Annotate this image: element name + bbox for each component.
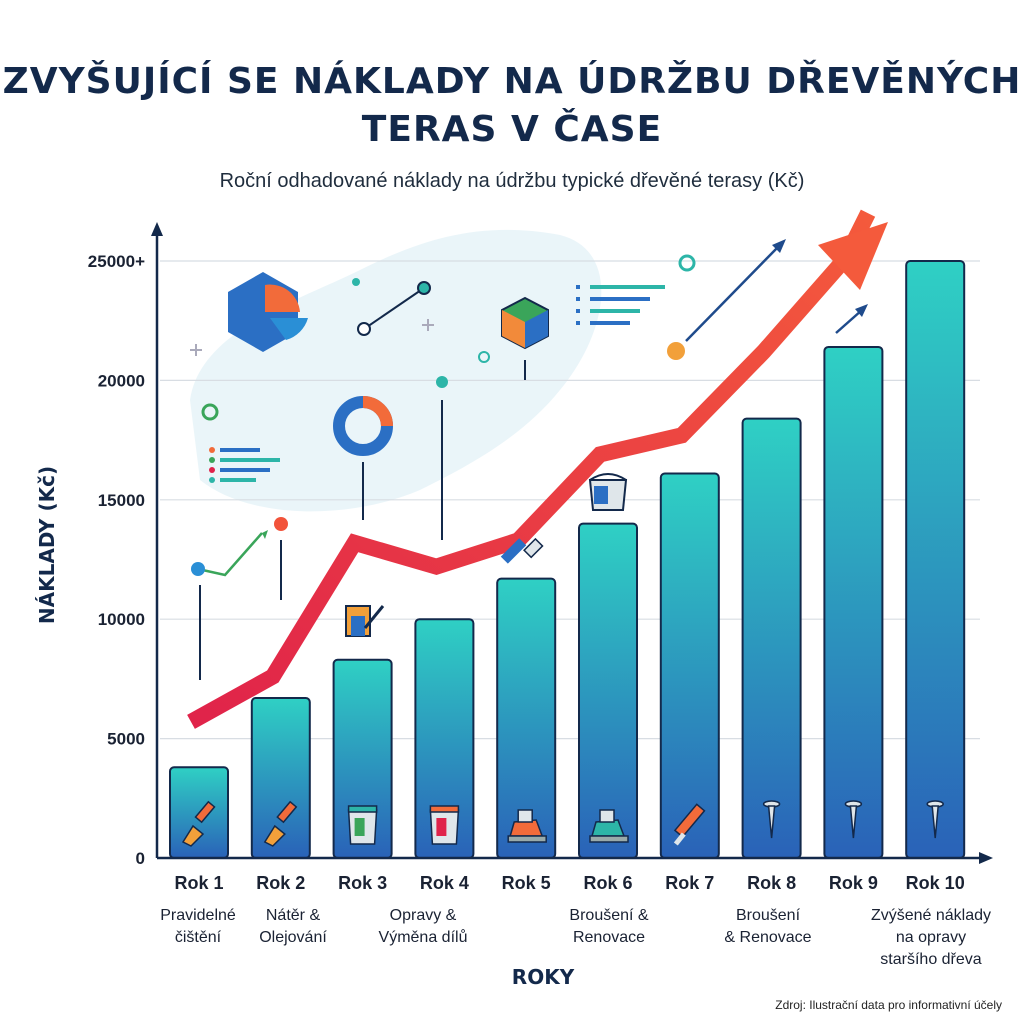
trend-line: [187, 209, 876, 729]
phase-annotation: Výměna dílů: [379, 928, 468, 946]
phase-annotation: Pravidelné: [160, 907, 236, 924]
y-tick-label: 25000+: [88, 252, 145, 271]
sander-icon: [589, 809, 629, 843]
screw-icon: [762, 800, 781, 839]
x-axis-label: ROKY: [512, 965, 575, 989]
cube-icon: [501, 296, 549, 380]
node-link-icon: [357, 281, 431, 336]
screw-icon: [926, 800, 944, 839]
axes: [151, 222, 993, 864]
phase-annotations: Pravidelné čištění Nátěr & Olejování Opravy …: [160, 907, 991, 968]
chart-subtitle: Roční odhadované náklady na údržbu typic…: [219, 170, 805, 192]
paint-can-icon: [429, 805, 460, 845]
x-tick-label: Rok 3: [338, 873, 387, 893]
phase-annotation: Broušení &: [569, 907, 648, 924]
phase-annotation: & Renovace: [724, 929, 811, 946]
caulk-gun-icon: [673, 803, 706, 846]
paint-roller-icon: [345, 605, 385, 637]
list-icon: [209, 447, 280, 483]
pie-chart-icon: [228, 272, 308, 352]
phase-annotation: Renovace: [573, 929, 645, 946]
x-tick-label: Rok 2: [256, 873, 305, 893]
trend-arrowhead: [818, 222, 888, 290]
trend-layer: [187, 209, 888, 729]
y-tick-label: 20000: [98, 371, 145, 390]
x-tick-label: Rok 7: [665, 873, 714, 893]
paint-bucket-icon: [588, 473, 628, 511]
bar: [578, 522, 638, 859]
chart-title: ZVYŠUJÍCÍ SE NÁKLADY NA ÚDRŽBU DŘEVĚNÝCH…: [2, 61, 1022, 150]
bar: [659, 472, 720, 859]
bar: [823, 345, 884, 859]
x-tick-label: Rok 5: [502, 873, 551, 893]
donut-chart-icon: [333, 396, 393, 520]
decorative-arrows: [667, 239, 868, 360]
phase-annotation: čištění: [175, 929, 222, 946]
x-tick-label: Rok 1: [174, 873, 223, 893]
x-tick-label: Rok 9: [829, 873, 878, 893]
caulk-gun-icon: [500, 537, 544, 564]
x-tick-label: Rok 4: [420, 873, 469, 893]
brush-icon: [181, 800, 216, 847]
phase-annotation: Olejování: [259, 929, 327, 946]
y-tick-labels: 0 5000 10000 15000 20000 25000+: [88, 252, 145, 868]
decorative-dots: [190, 254, 696, 540]
phase-annotation: na opravy: [896, 929, 966, 946]
x-axis-arrow: [979, 852, 993, 864]
mini-trend-icon: [191, 517, 288, 680]
bar: [741, 417, 802, 859]
source-note: Zdroj: Ilustrační data pro informativní …: [775, 998, 1002, 1012]
phase-annotation: Opravy &: [390, 907, 457, 924]
phase-annotation: Broušení: [736, 907, 801, 924]
list-lines-icon: [576, 285, 665, 325]
sander-icon: [507, 809, 547, 843]
background-blob: [190, 229, 602, 512]
x-tick-label: Rok 10: [906, 873, 965, 893]
phase-annotation: staršího dřeva: [880, 951, 981, 968]
y-axis-arrow: [151, 222, 163, 236]
bars: [169, 260, 966, 860]
x-tick-label: Rok 6: [583, 873, 632, 893]
y-tick-label: 5000: [107, 730, 145, 749]
x-tick-labels: Rok 1 Rok 2 Rok 3 Rok 4 Rok 5 Rok 6 Rok 7 Rok 8…: [174, 873, 964, 893]
y-axis-label: NÁKLADY (Kč): [35, 466, 59, 624]
paint-can-icon: [347, 805, 378, 845]
bar-icons: [181, 800, 944, 847]
phase-annotation: Zvýšené náklady: [871, 907, 991, 924]
x-tick-label: Rok 8: [747, 873, 796, 893]
brush-icon: [263, 800, 298, 847]
y-tick-label: 0: [136, 849, 145, 868]
y-tick-label: 10000: [98, 610, 145, 629]
y-tick-label: 15000: [98, 491, 145, 510]
screw-icon: [844, 800, 863, 839]
phase-annotation: Nátěr &: [266, 907, 321, 924]
bar: [905, 260, 966, 859]
